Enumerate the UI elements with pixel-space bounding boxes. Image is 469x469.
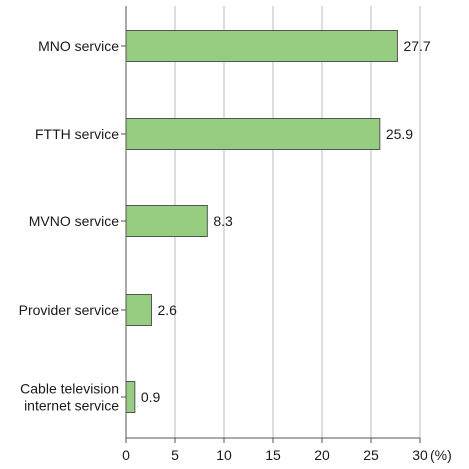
gridlines (174, 6, 421, 438)
x-tick-label: 10 (216, 447, 232, 463)
bar-3 (125, 294, 152, 326)
bars (125, 30, 398, 413)
x-tick-label: 5 (171, 447, 179, 463)
x-tick-label: 25 (363, 447, 379, 463)
labels: 0 5 10 15 20 25 30 (%) 27.7 MNO service 25.9 FTTH s… (19, 38, 452, 463)
bar-1 (125, 118, 381, 150)
value-label: 0.9 (141, 389, 161, 405)
axes (121, 6, 421, 443)
category-label: internet service (24, 398, 119, 414)
category-label: MNO service (38, 38, 119, 54)
value-label: 8.3 (213, 213, 233, 229)
value-label: 25.9 (386, 126, 413, 142)
category-label: FTTH service (35, 126, 119, 142)
x-tick-label: 20 (314, 447, 330, 463)
x-tick-label: 30 (412, 447, 428, 463)
bar-0 (125, 30, 398, 62)
x-unit-label: (%) (430, 447, 452, 463)
value-label: 27.7 (403, 38, 430, 54)
category-label: Provider service (19, 302, 120, 318)
x-tick-label: 15 (265, 447, 281, 463)
bar-2 (125, 205, 208, 237)
category-label: Cable television (20, 381, 119, 397)
x-tick-label: 0 (122, 447, 130, 463)
value-label: 2.6 (157, 302, 177, 318)
category-label: MVNO service (29, 213, 119, 229)
bar-4 (125, 381, 136, 413)
